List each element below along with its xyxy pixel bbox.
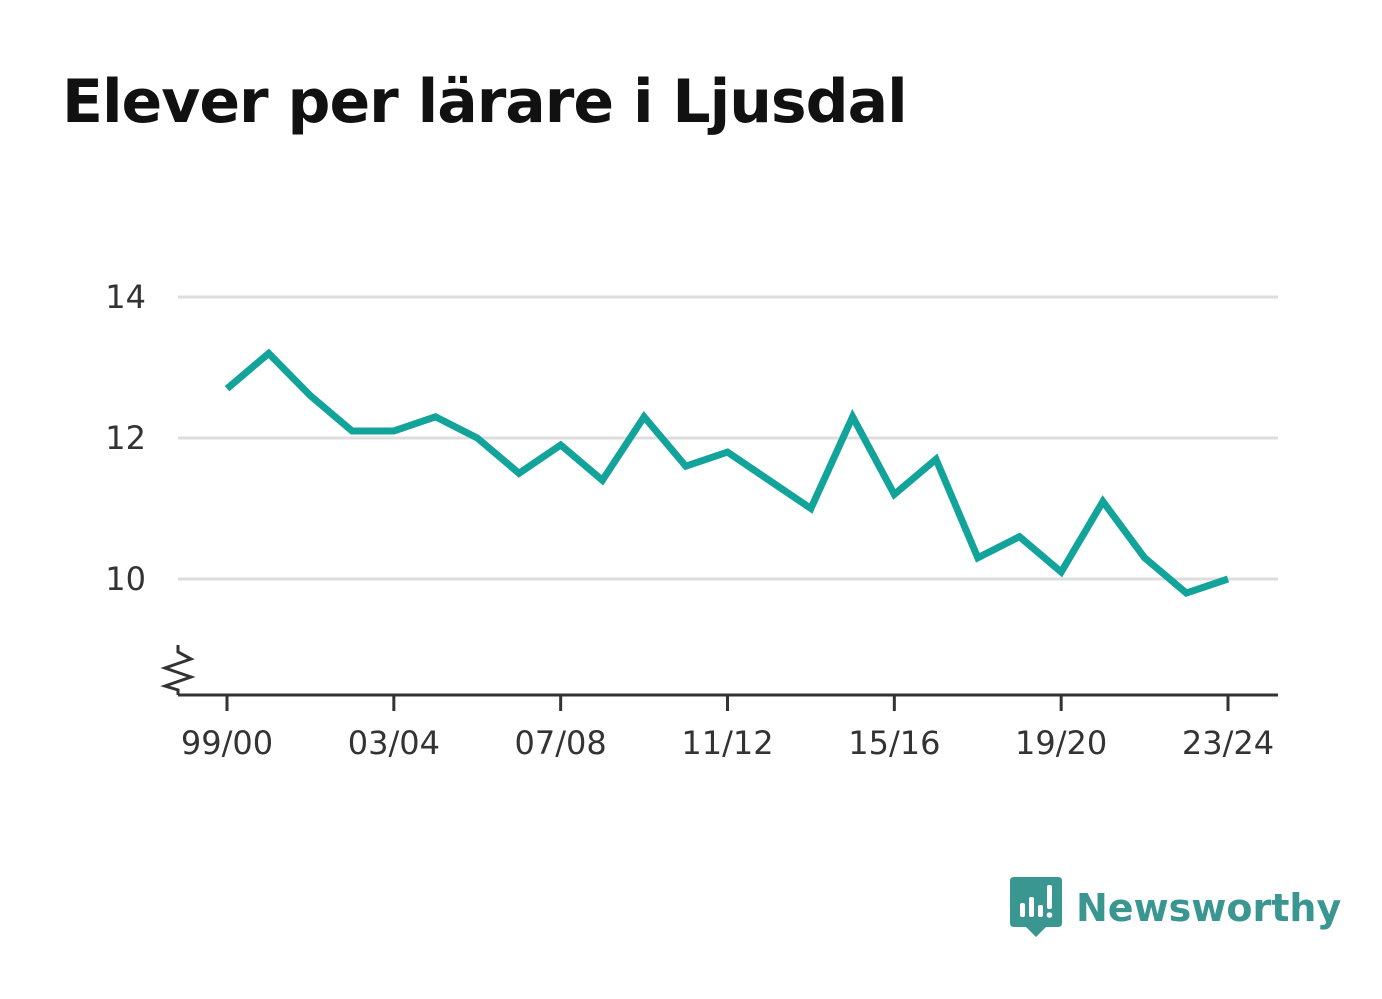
chart-title: Elever per lärare i Ljusdal [62,67,908,137]
x-tick-label: 03/04 [348,724,440,762]
series-line [224,348,1230,598]
x-tick-label: 23/24 [1182,724,1274,762]
series-lines [224,348,1230,598]
brand-name: Newsworthy [1076,886,1342,930]
brand-logo: Newsworthy [1010,876,1341,940]
x-tick-label: 11/12 [681,724,773,762]
bar-chart-speech-bubble-icon [1010,877,1062,937]
x-tick-label: 15/16 [848,724,940,762]
axis-break-icon [160,645,196,695]
y-tick-label: 10 [105,560,146,598]
y-tick-label: 14 [105,278,146,316]
x-tick-label: 99/00 [181,724,273,762]
x-axis: 99/00 03/04 07/08 11/12 15/16 19/20 23/24 [178,693,1278,762]
x-tick-label: 19/20 [1015,724,1107,762]
x-tick-label: 07/08 [515,724,607,762]
y-axis-tick-labels: 10 12 14 [105,278,146,598]
axis-break-zigzag [160,645,196,695]
gridlines [178,295,1278,581]
y-tick-label: 12 [105,419,146,457]
